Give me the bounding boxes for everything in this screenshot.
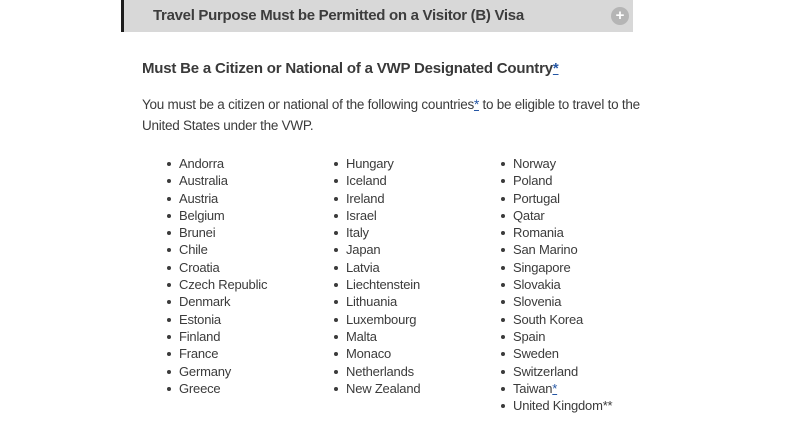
list-item-country: Andorra	[165, 155, 267, 172]
list-item-country: France	[165, 345, 267, 362]
list-item-country: Australia	[165, 172, 267, 189]
list-item-country: Latvia	[332, 259, 420, 276]
heading-footnote-link[interactable]: *	[552, 60, 559, 77]
country-list-column-1: Andorra Australia Austria Belgium Brunei Chil…	[165, 155, 267, 397]
accordion-title: Travel Purpose Must be Permitted on a Vi…	[153, 7, 524, 24]
accordion-header-travel-purpose[interactable]: Travel Purpose Must be Permitted on a Vi…	[121, 0, 633, 32]
list-item-country: South Korea	[499, 311, 612, 328]
list-item-country: United Kingdom**	[499, 397, 613, 414]
list-item-country: San Marino	[499, 241, 612, 258]
list-item-country: Qatar	[499, 207, 612, 224]
list-item-country: Liechtenstein	[332, 276, 420, 293]
list-item-country: Israel	[332, 207, 420, 224]
country-list-column-3: Norway Poland Portugal Qatar Romania San Mari…	[499, 155, 613, 414]
intro-text-after-link: to be eligible to travel to the United S…	[142, 97, 640, 133]
section-heading-text: Must Be a Citizen or National of a VWP D…	[142, 60, 553, 77]
list-item-country: Estonia	[165, 311, 267, 328]
list-item-country: Japan	[332, 241, 420, 258]
list-item-country: New Zealand	[332, 380, 421, 397]
list-item-country: Spain	[499, 328, 612, 345]
list-item-country: Slovenia	[499, 293, 612, 310]
list-item-country: Poland	[499, 172, 612, 189]
list-item-country: Lithuania	[332, 293, 420, 310]
list-item-country: Portugal	[499, 190, 612, 207]
country-list-column-2: Hungary Iceland Ireland Israel Italy Japan Lat…	[332, 155, 421, 397]
list-item-country: Germany	[165, 363, 267, 380]
list-item-country: Denmark	[165, 293, 267, 310]
intro-footnote-link[interactable]: *	[473, 97, 479, 112]
list-item-country: Italy	[332, 224, 420, 241]
list-item-country: Finland	[165, 328, 267, 345]
list-item-country: Chile	[165, 241, 267, 258]
list-item-country: Slovakia	[499, 276, 612, 293]
list-item-country: Croatia	[165, 259, 267, 276]
list-item-country: Czech Republic	[165, 276, 267, 293]
list-item-country: Luxembourg	[332, 311, 420, 328]
list-item-country: Sweden	[499, 345, 612, 362]
intro-paragraph: You must be a citizen or national of the…	[142, 94, 656, 136]
list-item-country: Greece	[165, 380, 267, 397]
list-item-country: Iceland	[332, 172, 420, 189]
plus-circle-icon[interactable]: +	[611, 7, 629, 25]
list-item-country: Ireland	[332, 190, 420, 207]
list-item-country: Romania	[499, 224, 612, 241]
list-item-country: Malta	[332, 328, 420, 345]
country-footnote-link[interactable]: *	[552, 380, 558, 396]
list-item-country: Norway	[499, 155, 612, 172]
list-item-country: Belgium	[165, 207, 267, 224]
intro-text-before-link: You must be a citizen or national of the…	[142, 97, 474, 112]
section-heading: Must Be a Citizen or National of a VWP D…	[142, 60, 559, 77]
list-item-country: Monaco	[332, 345, 420, 362]
list-item-country: Switzerland	[499, 363, 612, 380]
list-item-country: Netherlands	[332, 363, 420, 380]
list-item-country: Brunei	[165, 224, 267, 241]
list-item-country: Austria	[165, 190, 267, 207]
list-item-country: Singapore	[499, 259, 612, 276]
list-item-country: Hungary	[332, 155, 420, 172]
list-item-country: Taiwan*	[499, 380, 612, 397]
